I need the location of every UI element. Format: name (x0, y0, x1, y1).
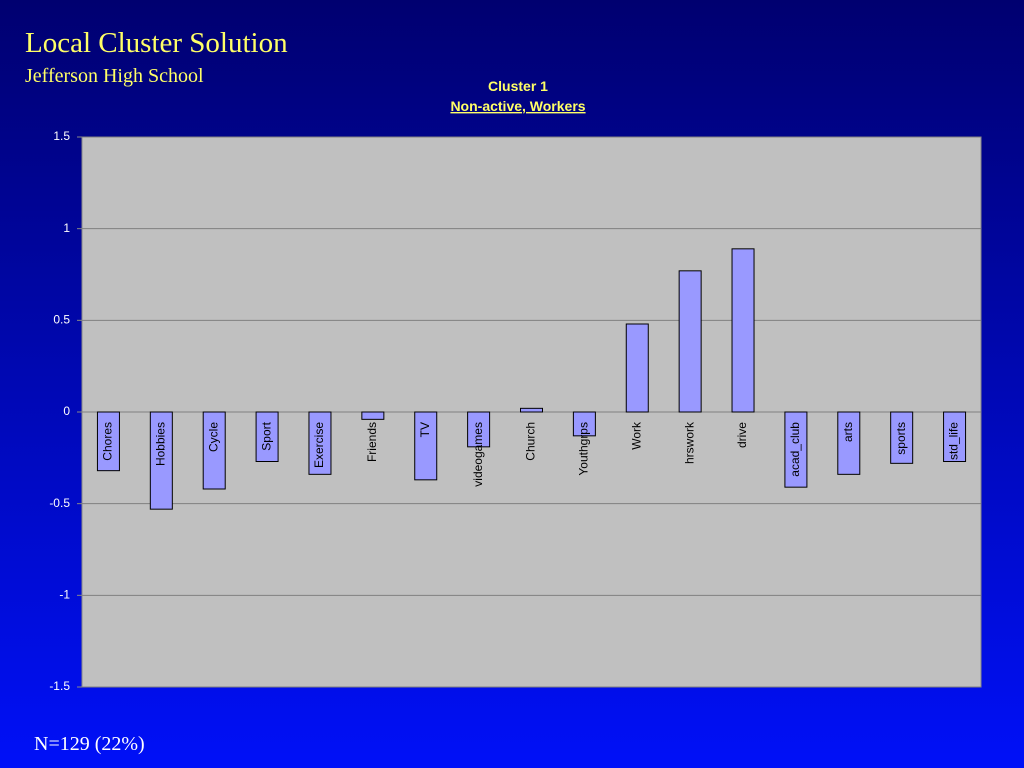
x-tick-label: std_life (947, 422, 961, 460)
y-tick-label: 1 (63, 221, 70, 235)
y-tick-label: 0.5 (53, 313, 70, 327)
x-tick-label: hrswork (682, 421, 696, 464)
bar (361, 411, 385, 420)
y-tick-label: -1 (59, 588, 70, 602)
bar (414, 411, 438, 481)
x-tick-label: Youthgrps (577, 422, 591, 476)
bar (520, 407, 543, 413)
bar (837, 411, 861, 475)
chart-subtitle: Non-active, Workers (450, 98, 585, 114)
bar (943, 411, 967, 462)
x-tick-label: Cycle (206, 422, 220, 452)
bar (202, 411, 226, 490)
x-tick-label: sports (894, 422, 908, 455)
x-tick-label: drive (735, 422, 749, 448)
x-tick-label: Friends (365, 422, 379, 462)
bar (890, 411, 914, 464)
bar (678, 270, 702, 413)
x-tick-label: TV (418, 422, 432, 437)
bar (149, 411, 173, 510)
slide-subtitle: Jefferson High School (25, 65, 204, 87)
bar (467, 411, 491, 448)
chart-title: Cluster 1 (488, 78, 548, 94)
x-tick-label: Church (524, 422, 538, 461)
x-tick-label: Hobbies (153, 422, 167, 466)
slide-title: Local Cluster Solution (25, 27, 288, 59)
bar (308, 411, 332, 475)
x-tick-label: videogames (471, 422, 485, 487)
bar (784, 411, 808, 488)
x-tick-label: acad_club (788, 422, 802, 477)
bar (96, 411, 120, 472)
x-tick-label: Work (629, 421, 643, 450)
bar (731, 248, 755, 413)
x-tick-label: Exercise (312, 422, 326, 468)
y-tick-label: 1.5 (53, 129, 70, 143)
y-tick-label: 0 (63, 404, 70, 418)
x-tick-label: arts (841, 422, 855, 442)
bar (572, 411, 596, 437)
x-tick-label: Sport (259, 421, 273, 450)
y-tick-label: -1.5 (49, 679, 70, 693)
y-tick-label: -0.5 (49, 496, 70, 510)
footer: N=129 (22%) (34, 733, 145, 755)
bar (625, 323, 649, 413)
bar (255, 411, 279, 462)
x-tick-label: Chores (101, 422, 115, 461)
